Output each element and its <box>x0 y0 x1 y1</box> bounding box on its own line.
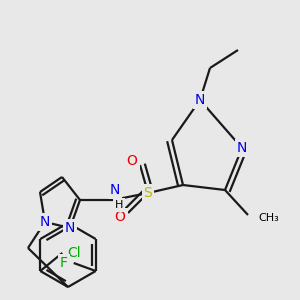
Text: N: N <box>237 141 247 155</box>
Text: S: S <box>144 186 152 200</box>
Text: N: N <box>195 93 205 107</box>
Text: F: F <box>60 256 68 270</box>
Text: CH₃: CH₃ <box>258 213 279 223</box>
Text: N: N <box>110 183 120 197</box>
Text: H: H <box>115 200 123 210</box>
Text: Cl: Cl <box>68 246 81 260</box>
Text: N: N <box>65 221 75 235</box>
Text: O: O <box>127 154 137 168</box>
Text: O: O <box>115 210 125 224</box>
Text: N: N <box>40 215 50 229</box>
